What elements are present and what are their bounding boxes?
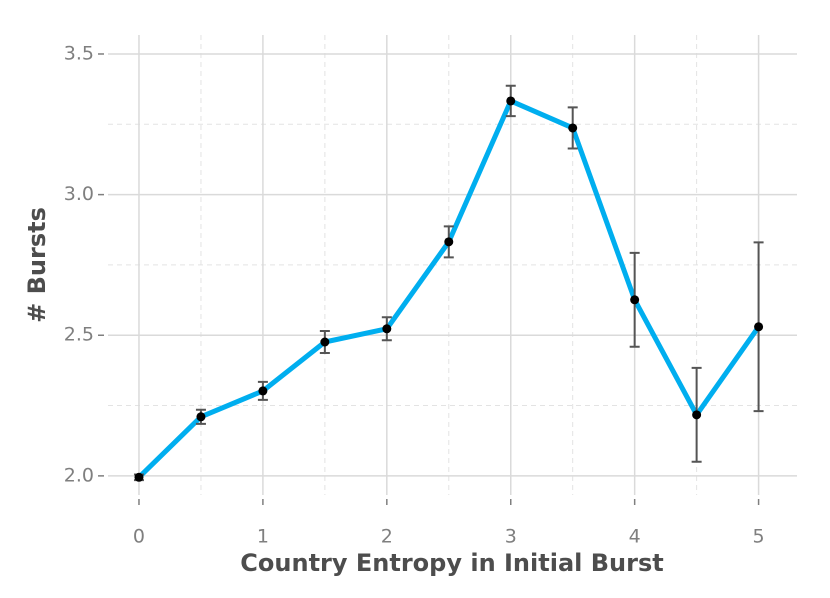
y-tick-label: 2.0: [64, 464, 94, 486]
point: [630, 295, 640, 305]
point: [196, 412, 206, 422]
y-tick-label: 2.5: [64, 324, 94, 346]
y-tick-label: 3.0: [64, 183, 94, 205]
point: [134, 472, 144, 482]
y-tick-label: 3.5: [64, 42, 94, 64]
y-axis-title: # Bursts: [23, 207, 51, 323]
point: [568, 123, 578, 133]
point: [382, 324, 392, 334]
x-tick-label: 1: [257, 526, 269, 548]
point: [692, 410, 702, 420]
x-tick-label: 5: [753, 526, 765, 548]
x-tick-label: 2: [381, 526, 393, 548]
x-tick-label: 4: [629, 526, 641, 548]
point: [754, 322, 764, 332]
point: [320, 337, 330, 347]
x-axis-title: Country Entropy in Initial Burst: [240, 549, 663, 577]
x-tick-label: 3: [505, 526, 517, 548]
x-tick-label: 0: [133, 526, 145, 548]
point: [258, 386, 268, 396]
point: [444, 237, 454, 247]
point: [506, 96, 516, 106]
